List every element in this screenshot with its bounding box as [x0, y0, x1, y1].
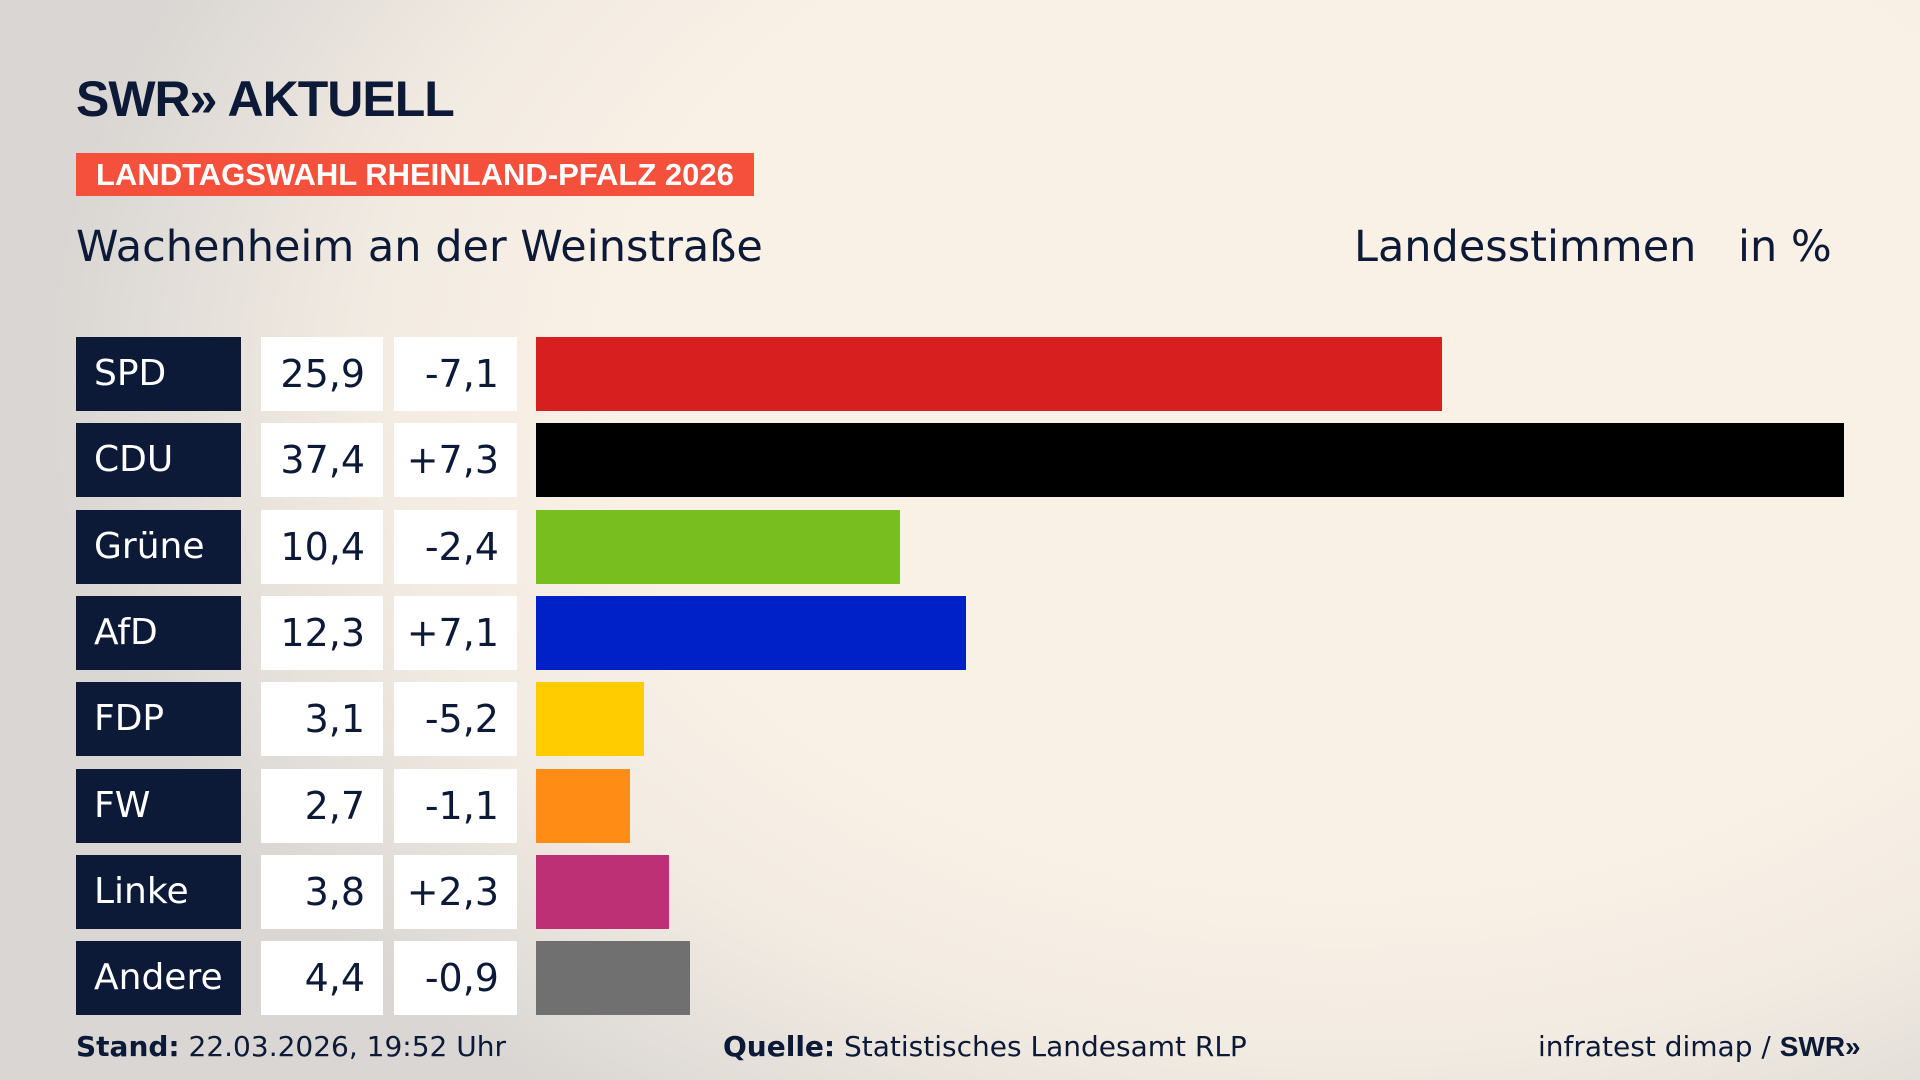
party-label: CDU — [76, 423, 241, 498]
party-row: Grüne 10,4 -2,4 — [0, 509, 1920, 584]
source-label: Quelle: — [723, 1030, 836, 1063]
party-label: Andere — [76, 941, 241, 1016]
party-row: Andere 4,4 -0,9 — [0, 941, 1920, 1016]
party-row: SPD 25,9 -7,1 — [0, 337, 1920, 411]
party-label: Grüne — [76, 509, 241, 584]
swr-logo: SWR» — [1779, 1031, 1861, 1062]
party-label: AfD — [76, 595, 241, 670]
bar-linke — [536, 854, 669, 929]
source-value: Statistisches Landesamt RLP — [844, 1030, 1247, 1063]
vote-change: -0,9 — [394, 941, 517, 1016]
vote-change: -2,4 — [394, 509, 517, 584]
vote-change: +7,1 — [394, 595, 517, 670]
stand-value: 22.03.2026, 19:52 Uhr — [188, 1030, 506, 1063]
vote-change: -7,1 — [394, 337, 517, 411]
bar-afd — [536, 595, 967, 670]
party-label: FW — [76, 768, 241, 843]
bar-fw — [536, 768, 631, 843]
stand-label: Stand: — [76, 1030, 180, 1063]
vote-share: 4,4 — [261, 941, 383, 1016]
bar-grüne — [536, 509, 900, 584]
party-label: FDP — [76, 682, 241, 757]
vote-change: +7,3 — [394, 423, 517, 498]
party-row: FDP 3,1 -5,2 — [0, 682, 1920, 757]
vote-share: 2,7 — [261, 768, 383, 843]
credit-text: infratest dimap / — [1538, 1030, 1780, 1063]
vote-share: 10,4 — [261, 509, 383, 584]
party-row: AfD 12,3 +7,1 — [0, 595, 1920, 670]
vote-change: -5,2 — [394, 682, 517, 757]
bar-cdu — [536, 423, 1844, 498]
timestamp: Stand: 22.03.2026, 19:52 Uhr — [76, 1030, 506, 1063]
party-label: Linke — [76, 854, 241, 929]
vote-share: 12,3 — [261, 595, 383, 670]
bar-fdp — [536, 682, 645, 757]
vote-share: 3,1 — [261, 682, 383, 757]
vote-change: -1,1 — [394, 768, 517, 843]
credit: infratest dimap / SWR» — [1538, 1030, 1861, 1063]
party-row: FW 2,7 -1,1 — [0, 768, 1920, 843]
vote-share: 25,9 — [261, 337, 383, 411]
municipality-title: Wachenheim an der Weinstraße — [76, 222, 763, 272]
swr-aktuell-logo: SWR» AKTUELL — [76, 71, 455, 127]
vote-type-label: Landesstimmen — [1354, 222, 1697, 272]
bar-andere — [536, 941, 690, 1016]
bar-spd — [536, 337, 1442, 411]
vote-change: +2,3 — [394, 854, 517, 929]
election-banner: LANDTAGSWAHL RHEINLAND-PFALZ 2026 — [76, 153, 754, 196]
vote-share: 37,4 — [261, 423, 383, 498]
unit-label: in % — [1738, 222, 1832, 272]
source: Quelle: Statistisches Landesamt RLP — [723, 1030, 1247, 1063]
party-row: CDU 37,4 +7,3 — [0, 423, 1920, 498]
party-label: SPD — [76, 337, 241, 411]
party-row: Linke 3,8 +2,3 — [0, 854, 1920, 929]
vote-share: 3,8 — [261, 854, 383, 929]
